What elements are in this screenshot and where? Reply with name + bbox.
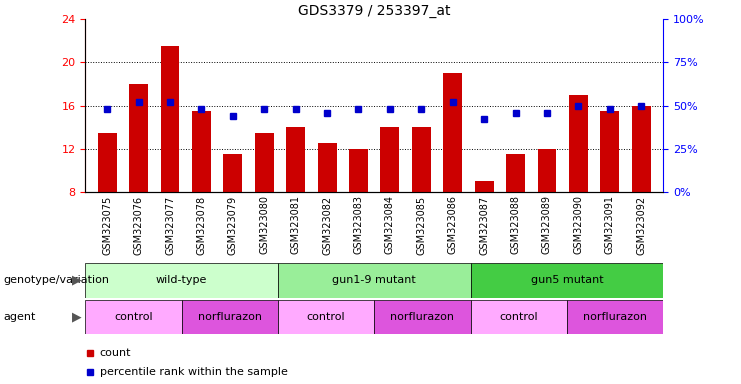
Bar (85, 263, 278, 298)
Bar (286, 127, 305, 192)
Text: GSM323083: GSM323083 (353, 195, 364, 255)
Text: percentile rank within the sample: percentile rank within the sample (99, 367, 288, 377)
Text: GSM323082: GSM323082 (322, 195, 332, 255)
Bar (192, 111, 211, 192)
Text: GSM323091: GSM323091 (605, 195, 615, 255)
Bar (224, 154, 242, 192)
Bar (537, 149, 556, 192)
Bar (632, 106, 651, 192)
Bar (374, 300, 471, 334)
Bar (506, 154, 525, 192)
Text: GSM323081: GSM323081 (290, 195, 301, 255)
Text: GSM323076: GSM323076 (133, 195, 144, 255)
Text: GSM323088: GSM323088 (511, 195, 521, 255)
Text: GSM323077: GSM323077 (165, 195, 175, 255)
Text: GSM323089: GSM323089 (542, 195, 552, 255)
Bar (569, 95, 588, 192)
Bar (129, 84, 148, 192)
Bar (567, 300, 663, 334)
Bar (471, 263, 663, 298)
Text: GSM323086: GSM323086 (448, 195, 458, 255)
Text: GSM323090: GSM323090 (574, 195, 583, 255)
Text: control: control (307, 312, 345, 322)
Bar (380, 127, 399, 192)
Bar (318, 143, 336, 192)
Text: agent: agent (4, 312, 36, 322)
Bar (475, 181, 494, 192)
Text: genotype/variation: genotype/variation (4, 275, 110, 285)
Text: norflurazon: norflurazon (391, 312, 454, 322)
Text: GSM323084: GSM323084 (385, 195, 395, 255)
Text: gun5 mutant: gun5 mutant (531, 275, 603, 285)
Text: control: control (114, 312, 153, 322)
Bar (412, 127, 431, 192)
Text: GSM323075: GSM323075 (102, 195, 112, 255)
Title: GDS3379 / 253397_at: GDS3379 / 253397_at (298, 4, 451, 18)
Bar (443, 73, 462, 192)
Text: GSM323079: GSM323079 (227, 195, 238, 255)
Text: ▶: ▶ (72, 274, 82, 287)
Text: control: control (499, 312, 538, 322)
Bar (255, 132, 273, 192)
Bar (278, 263, 471, 298)
Text: wild-type: wild-type (156, 275, 207, 285)
Text: ▶: ▶ (72, 310, 82, 323)
Text: norflurazon: norflurazon (583, 312, 647, 322)
Text: GSM323085: GSM323085 (416, 195, 426, 255)
Bar (349, 149, 368, 192)
Bar (98, 132, 116, 192)
Text: GSM323078: GSM323078 (196, 195, 207, 255)
Bar (85, 300, 182, 334)
Bar (161, 46, 179, 192)
Bar (600, 111, 619, 192)
Bar (278, 300, 374, 334)
Text: GSM323092: GSM323092 (637, 195, 646, 255)
Text: GSM323087: GSM323087 (479, 195, 489, 255)
Text: count: count (99, 348, 131, 358)
Text: norflurazon: norflurazon (198, 312, 262, 322)
Bar (182, 300, 278, 334)
Bar (471, 300, 567, 334)
Text: gun1-9 mutant: gun1-9 mutant (332, 275, 416, 285)
Text: GSM323080: GSM323080 (259, 195, 269, 255)
